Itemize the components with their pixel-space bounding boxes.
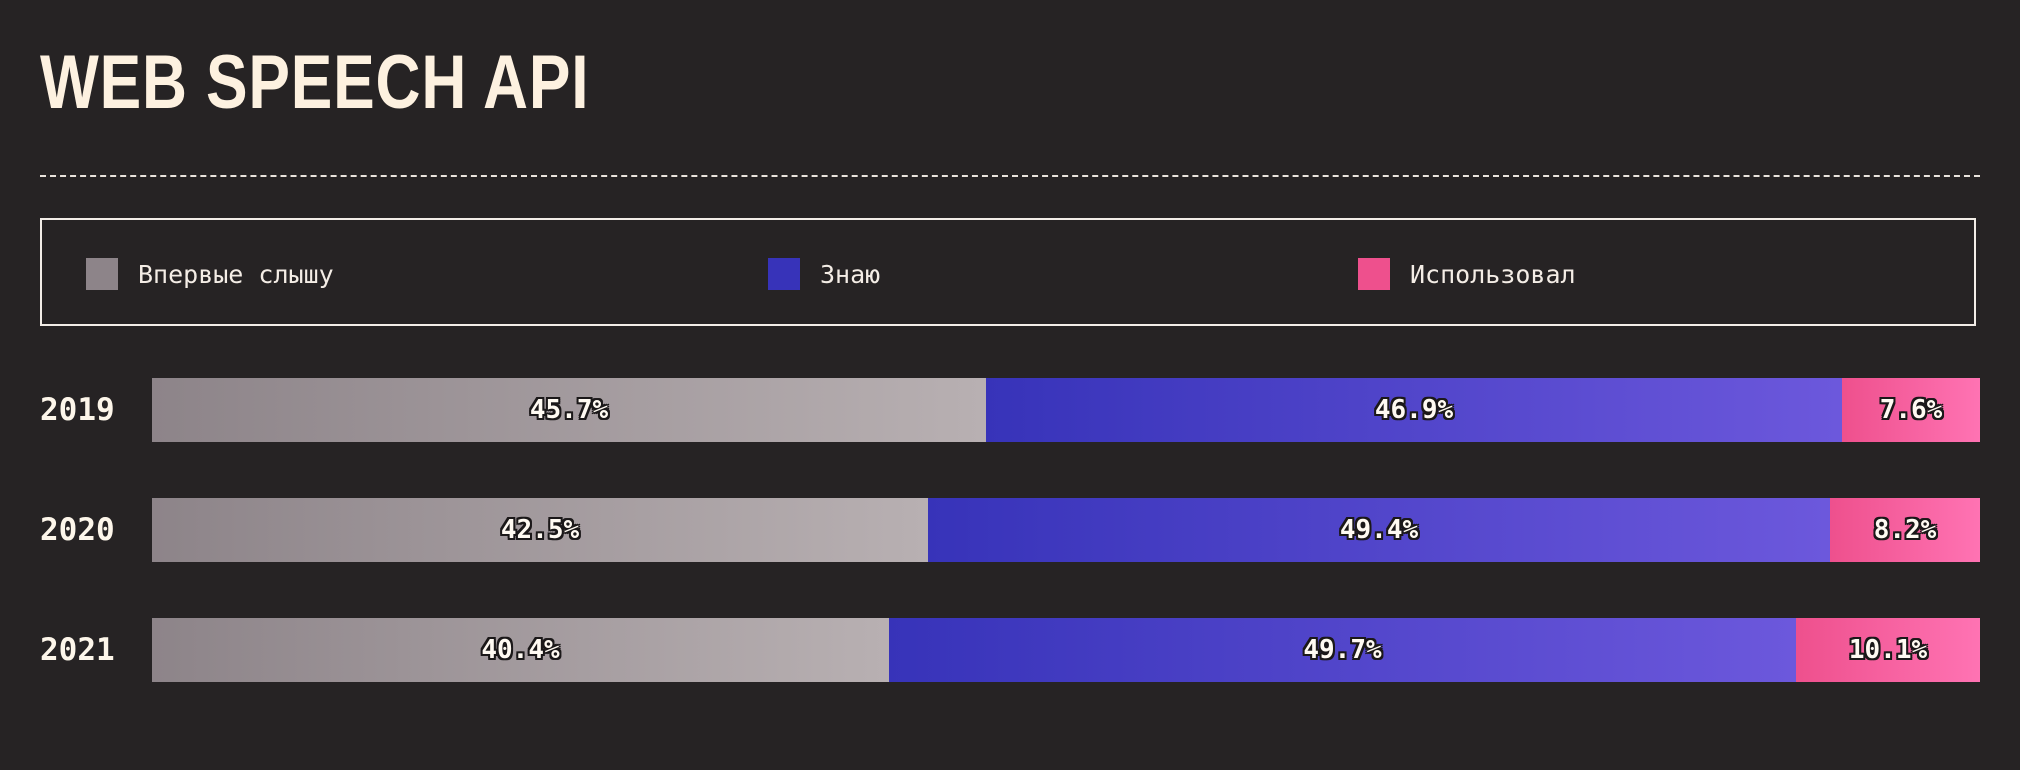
data-label-2019-first-time: 45.7% xyxy=(529,395,609,425)
legend-swatch-used xyxy=(1358,258,1390,290)
bar-2020: 42.5% 49.4% 8.2% xyxy=(152,498,1980,562)
bar-2021: 40.4% 49.7% 10.1% xyxy=(152,618,1980,682)
chart-legend: Впервые слышу Знаю Использовал xyxy=(40,218,1976,326)
data-label-2020-used: 8.2% xyxy=(1873,515,1937,545)
year-label-2021: 2021 xyxy=(40,632,115,668)
year-label-2020: 2020 xyxy=(40,512,115,548)
legend-swatch-know xyxy=(768,258,800,290)
bar-segment-2021-used[interactable]: 10.1% xyxy=(1796,618,1980,682)
bar-segment-2021-first-time[interactable]: 40.4% xyxy=(152,618,889,682)
chart-title: WEB SPEECH API xyxy=(40,40,590,125)
legend-label-used: Использовал xyxy=(1410,259,1576,289)
data-label-2020-first-time: 42.5% xyxy=(500,515,580,545)
data-label-2021-used: 10.1% xyxy=(1848,635,1928,665)
bar-segment-2020-used[interactable]: 8.2% xyxy=(1830,498,1980,562)
bar-segment-2021-know[interactable]: 49.7% xyxy=(889,618,1796,682)
bar-2019: 45.7% 46.9% 7.6% xyxy=(152,378,1980,442)
bar-segment-2020-first-time[interactable]: 42.5% xyxy=(152,498,928,562)
year-label-2019: 2019 xyxy=(40,392,115,428)
legend-item-first-time[interactable]: Впервые слышу xyxy=(86,258,334,290)
legend-swatch-first-time xyxy=(86,258,118,290)
title-divider xyxy=(40,175,1980,177)
data-label-2020-know: 49.4% xyxy=(1339,515,1419,545)
bar-segment-2019-first-time[interactable]: 45.7% xyxy=(152,378,986,442)
data-label-2021-first-time: 40.4% xyxy=(481,635,560,665)
data-label-2019-used: 7.6% xyxy=(1879,395,1943,425)
data-label-2019-know: 46.9% xyxy=(1374,395,1454,425)
legend-label-first-time: Впервые слышу xyxy=(138,259,334,289)
bar-segment-2019-used[interactable]: 7.6% xyxy=(1842,378,1980,442)
legend-item-used[interactable]: Использовал xyxy=(1358,258,1576,290)
bar-segment-2020-know[interactable]: 49.4% xyxy=(928,498,1830,562)
legend-item-know[interactable]: Знаю xyxy=(768,258,880,290)
bar-segment-2019-know[interactable]: 46.9% xyxy=(986,378,1842,442)
data-label-2021-know: 49.7% xyxy=(1303,635,1382,665)
legend-label-know: Знаю xyxy=(820,259,881,289)
